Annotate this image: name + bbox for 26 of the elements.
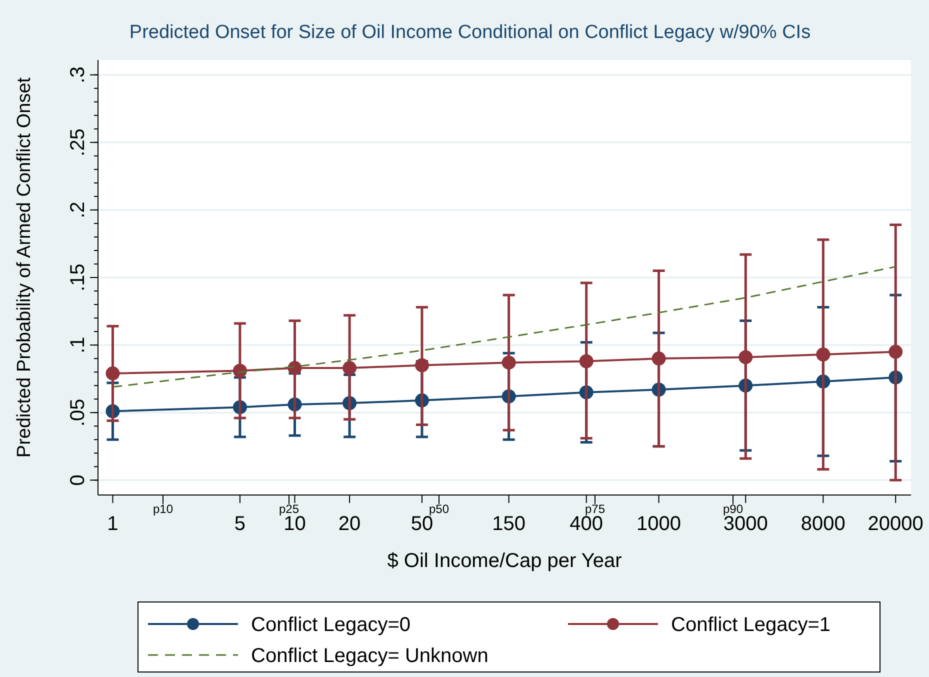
text: p25 (278, 502, 300, 516)
x-tick-label: 20000 (868, 513, 924, 535)
y-tick-label: .15 (67, 264, 89, 292)
y-tick-label: .2 (67, 202, 89, 218)
x-tick-label: 10 (284, 513, 306, 535)
x-tick-label: 8000 (800, 513, 846, 535)
text: p10 (152, 502, 174, 516)
x-tick-label: 5 (234, 513, 246, 535)
y-tick-label: .1 (67, 336, 89, 354)
legend-label: Conflict Legacy= Unknown (251, 645, 488, 667)
y-tick-label: 0 (67, 474, 89, 486)
x-tick-label: 1 (107, 513, 118, 535)
x-tick-label: 1000 (636, 513, 682, 535)
y-tick-label: .05 (67, 398, 89, 426)
x-tick-label: 20 (338, 513, 361, 535)
y-tick-label: .25 (67, 128, 89, 156)
y-axis-title: Predicted Probability of Armed Conflict Onset (14, 76, 35, 458)
y-tick-label: .3 (67, 66, 89, 84)
legend-label: Conflict Legacy=0 (251, 614, 411, 636)
text: p75 (584, 502, 606, 516)
x-tick-label: 150 (492, 513, 526, 535)
text: p50 (428, 502, 450, 516)
legend-label: Conflict Legacy=1 (671, 614, 831, 636)
x-axis-title: $ Oil Income/Cap per Year (387, 550, 622, 572)
chart-title: Predicted Onset for Size of Oil Income Conditional on Conflict Legacy w/90% CIs (129, 22, 811, 43)
text: p90 (722, 502, 744, 516)
